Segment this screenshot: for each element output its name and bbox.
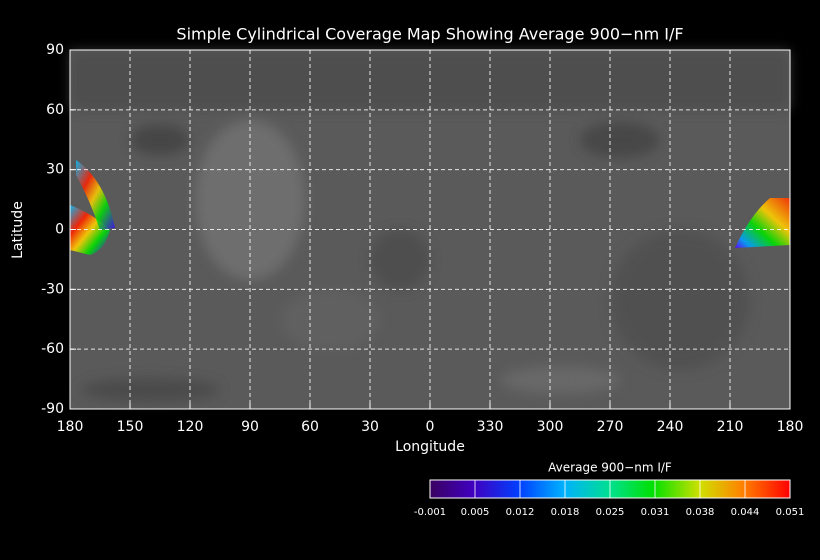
colorbar-tick-label: -0.001	[414, 507, 446, 518]
colorbar-tick-label: 0.012	[506, 507, 535, 518]
colorbar-tick-label: 0.044	[731, 507, 760, 518]
colorbar-tick-label: 0.018	[551, 507, 580, 518]
lon-tick-label: 300	[537, 419, 564, 435]
colorbar-tick-label: 0.025	[596, 507, 625, 518]
lon-tick-label: 0	[426, 419, 435, 435]
lon-tick-label: 240	[657, 419, 684, 435]
lon-tick-label: 180	[777, 419, 804, 435]
lat-tick-label: -60	[41, 341, 64, 357]
colorbar-tick-label: 0.031	[641, 507, 670, 518]
lon-tick-label: 210	[717, 419, 744, 435]
colorbar-title: Average 900−nm I/F	[548, 461, 672, 475]
map-title: Simple Cylindrical Coverage Map Showing …	[176, 25, 683, 44]
lon-tick-label: 90	[241, 419, 259, 435]
lat-tick-label: 30	[46, 162, 64, 178]
x-axis-label: Longitude	[395, 439, 465, 455]
lon-tick-label: 30	[361, 419, 379, 435]
colorbar-tick-label: 0.038	[686, 507, 715, 518]
y-axis-label: Latitude	[10, 201, 26, 259]
lat-tick-label: 90	[46, 42, 64, 58]
lon-tick-label: 180	[57, 419, 84, 435]
colorbar-tick-label: 0.005	[461, 507, 490, 518]
lon-tick-label: 330	[477, 419, 504, 435]
lat-tick-label: -90	[41, 401, 64, 417]
colorbar-tick-label: 0.051	[776, 507, 805, 518]
lon-tick-label: 120	[177, 419, 204, 435]
lon-tick-label: 270	[597, 419, 624, 435]
lat-tick-label: 0	[55, 222, 64, 238]
lat-tick-label: -30	[41, 281, 64, 297]
lon-tick-label: 150	[117, 419, 144, 435]
lon-tick-label: 60	[301, 419, 319, 435]
lat-tick-label: 60	[46, 102, 64, 118]
